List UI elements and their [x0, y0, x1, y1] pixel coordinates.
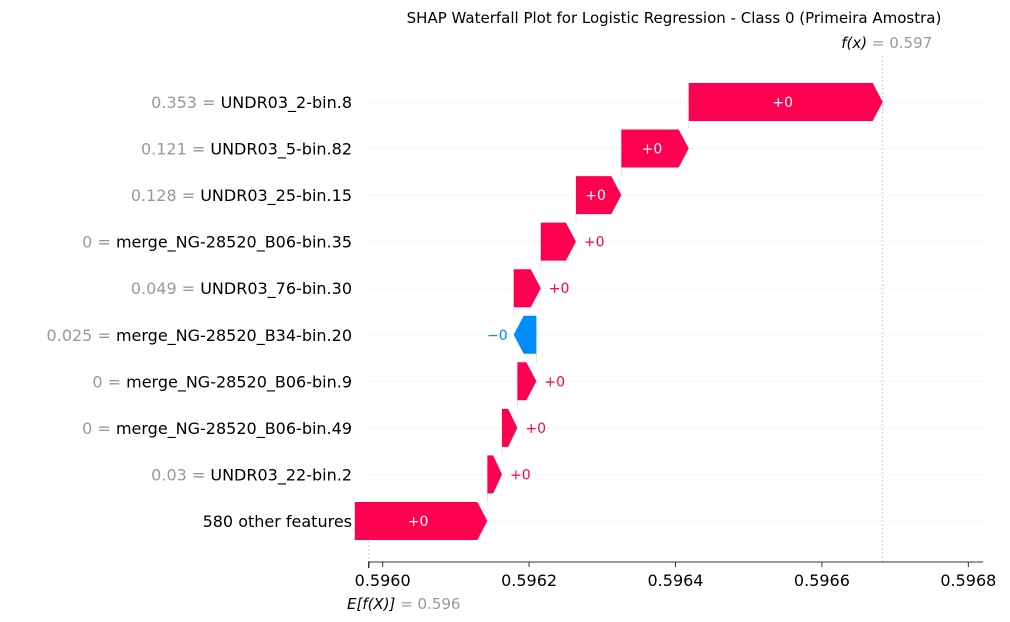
feature-label: 0.049 = UNDR03_76-bin.30 [131, 279, 352, 299]
feature-label: 0 = merge_NG-28520_B06-bin.49 [82, 419, 352, 439]
bar-value-label: +0 [408, 514, 429, 530]
feature-label: 0.025 = merge_NG-28520_B34-bin.20 [47, 326, 352, 346]
feature-value: 0 = [92, 372, 126, 391]
bar-value-label: +0 [772, 95, 793, 111]
feature-value: 0.03 = [151, 465, 210, 484]
feature-value: 0 = [82, 419, 116, 438]
base-value-label: = 0.596 [400, 595, 460, 613]
bar-value-label: −0 [487, 328, 508, 344]
bar-value-label: +0 [549, 281, 570, 297]
feature-label: 0.353 = UNDR03_2-bin.8 [151, 93, 352, 113]
chart-title: SHAP Waterfall Plot for Logistic Regress… [407, 9, 942, 27]
feature-name: 580 other features [203, 512, 352, 531]
base-value-annotation: E[f(X)] = 0.596 [347, 595, 461, 613]
feature-value: 0.121 = [141, 140, 210, 159]
feature-labels: 0.353 = UNDR03_2-bin.8 0.121 = UNDR03_5-b… [47, 93, 352, 531]
waterfall-bar [513, 315, 537, 354]
x-tick-label: 0.5964 [648, 571, 704, 590]
waterfall-bar [513, 269, 541, 308]
bar-value-label: +0 [585, 188, 606, 204]
bar-connectors [368, 56, 884, 562]
base-func-label: E[f(X)] [347, 595, 400, 613]
feature-value: 0.128 = [131, 186, 200, 205]
final-func-label: f(x) [841, 34, 872, 52]
feature-name: UNDR03_2-bin.8 [221, 93, 352, 113]
waterfall-bar [540, 222, 576, 261]
waterfall-bar [575, 176, 622, 215]
x-axis: 0.5960 0.5962 0.5964 0.5966 0.5968 [355, 561, 996, 590]
feature-name: merge_NG-28520_B06-bin.9 [126, 372, 352, 392]
feature-name: UNDR03_25-bin.15 [200, 186, 352, 206]
feature-name: UNDR03_5-bin.82 [210, 140, 352, 160]
feature-label: 0.03 = UNDR03_22-bin.2 [151, 465, 352, 485]
feature-name: merge_NG-28520_B34-bin.20 [116, 326, 352, 346]
x-tick-label: 0.5962 [501, 571, 557, 590]
feature-label: 580 other features [203, 512, 352, 531]
x-tick-label: 0.5966 [794, 571, 850, 590]
feature-value: 0.025 = [47, 326, 116, 345]
feature-label: 0.128 = UNDR03_25-bin.15 [131, 186, 352, 206]
x-tick-label: 0.5960 [355, 571, 411, 590]
waterfall-bar [688, 83, 883, 121]
feature-name: merge_NG-28520_B06-bin.49 [116, 419, 352, 439]
feature-label: 0.121 = UNDR03_5-bin.82 [141, 140, 352, 160]
feature-label: 0 = merge_NG-28520_B06-bin.9 [92, 372, 352, 392]
waterfall-bars: +0 +0 +0 +0 +0 −0 +0 +0 +0 +0 [354, 83, 883, 540]
bar-value-label: +0 [544, 374, 565, 390]
waterfall-bar [517, 362, 537, 401]
feature-name: merge_NG-28520_B06-bin.35 [116, 233, 352, 253]
waterfall-bar [621, 129, 689, 168]
bar-value-label: +0 [525, 421, 546, 437]
feature-value: 0 = [82, 233, 116, 252]
feature-label: 0 = merge_NG-28520_B06-bin.35 [82, 233, 352, 253]
feature-value: 0.353 = [151, 93, 220, 112]
feature-name: UNDR03_76-bin.30 [200, 279, 352, 299]
waterfall-bar [501, 408, 518, 447]
value-annotations: f(x) = 0.597 E[f(X)] = 0.596 [347, 34, 932, 613]
x-tick-label: 0.5968 [940, 571, 996, 590]
final-value-annotation: f(x) = 0.597 [841, 34, 932, 52]
feature-name: UNDR03_22-bin.2 [210, 465, 352, 485]
final-value-label: = 0.597 [872, 34, 932, 52]
waterfall-bar [487, 455, 502, 494]
bar-value-label: +0 [642, 142, 663, 158]
waterfall-bar [354, 501, 488, 540]
feature-value: 0.049 = [131, 279, 200, 298]
bar-value-label: +0 [510, 467, 531, 483]
bar-value-label: +0 [584, 235, 605, 251]
